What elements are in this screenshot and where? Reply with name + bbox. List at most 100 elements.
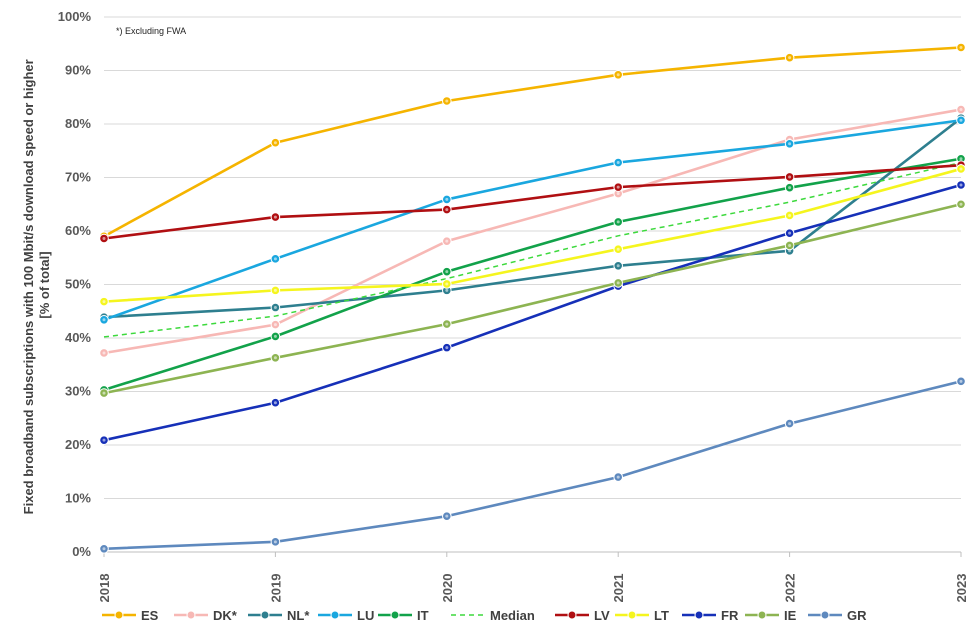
data-point-highlight (445, 208, 449, 212)
legend-item-fr: FR (682, 608, 739, 623)
legend-item-nl: NL* (248, 608, 310, 623)
y-axis-title-line-1: Fixed broadband subscriptions with 100 M… (21, 59, 36, 514)
legend-marker (114, 610, 124, 620)
legend-label: Median (490, 608, 535, 623)
data-point-highlight (616, 161, 620, 165)
legend-label: IT (417, 608, 429, 623)
legend-label: FR (721, 608, 739, 623)
data-point-highlight (102, 391, 106, 395)
data-point-highlight (273, 334, 277, 338)
legend-marker (390, 610, 400, 620)
data-point-highlight (959, 379, 963, 383)
series-median (103, 161, 962, 338)
series-it (99, 153, 966, 395)
data-point-highlight (959, 202, 963, 206)
legend: ES DK* NL* LU IT Median LV LT FR IE GR (102, 608, 867, 623)
data-point-highlight (102, 236, 106, 240)
series-line-lt (103, 167, 962, 303)
data-point-highlight (616, 73, 620, 77)
data-point-highlight (445, 322, 449, 326)
chart-note: *) Excluding FWA (116, 26, 186, 36)
series-fr (99, 180, 966, 445)
legend-item-ie: IE (745, 608, 797, 623)
y-tick-label: 10% (65, 491, 91, 506)
series-line-dk (103, 108, 962, 355)
legend-item-es: ES (102, 608, 159, 623)
data-point-highlight (102, 351, 106, 355)
legend-item-lv: LV (555, 608, 610, 623)
y-tick-label: 60% (65, 223, 91, 238)
legend-marker (567, 610, 577, 620)
legend-marker (186, 610, 196, 620)
data-point-highlight (788, 231, 792, 235)
data-point-highlight (273, 356, 277, 360)
x-tick-label: 2021 (611, 574, 626, 603)
data-point-highlight (788, 175, 792, 179)
data-point-highlight (102, 318, 106, 322)
series-line-it (103, 157, 962, 392)
legend-item-lt: LT (615, 608, 669, 623)
data-point-highlight (445, 282, 449, 286)
legend-label: GR (847, 608, 867, 623)
data-point-highlight (445, 270, 449, 274)
series-line-lv (103, 163, 962, 240)
data-point-highlight (273, 141, 277, 145)
data-point-highlight (616, 281, 620, 285)
legend-marker (330, 610, 340, 620)
data-point-highlight (273, 306, 277, 310)
series-dk (99, 104, 966, 358)
series-line-lu (103, 118, 962, 322)
series-line-fr (103, 183, 962, 442)
data-point-highlight (959, 183, 963, 187)
legend-label: LV (594, 608, 610, 623)
data-point-highlight (445, 288, 449, 292)
grid-lines (104, 16, 961, 553)
data-point-highlight (273, 401, 277, 405)
y-tick-label: 80% (65, 116, 91, 131)
data-point-highlight (273, 257, 277, 261)
x-tick-label: 2022 (783, 574, 798, 603)
y-axis-title-line-2: [% of total] (37, 251, 52, 318)
legend-label: IE (784, 608, 797, 623)
y-tick-label: 40% (65, 330, 91, 345)
data-point-highlight (102, 300, 106, 304)
x-axis-ticks: 2018 2019 2020 2021 2022 2023 (97, 552, 969, 602)
legend-marker (820, 610, 830, 620)
data-point-highlight (788, 186, 792, 190)
data-point-highlight (616, 185, 620, 189)
data-point-highlight (616, 475, 620, 479)
x-tick-label: 2018 (97, 574, 112, 603)
data-point-highlight (788, 422, 792, 426)
x-tick-label: 2020 (440, 574, 455, 603)
legend-item-it: IT (378, 608, 429, 623)
legend-label: ES (141, 608, 159, 623)
series-line-nl (103, 117, 962, 319)
series-gr (99, 376, 966, 554)
data-point-highlight (959, 157, 963, 161)
y-tick-label: 0% (72, 544, 91, 559)
y-tick-label: 100% (58, 9, 92, 24)
legend-marker (260, 610, 270, 620)
y-tick-label: 90% (65, 63, 91, 78)
series-line-ie (103, 202, 962, 395)
data-point-highlight (445, 99, 449, 103)
y-axis-ticks: 0% 10% 20% 30% 40% 50% 60% 70% 80% 90% 100% (58, 9, 92, 559)
data-point-highlight (102, 438, 106, 442)
legend-label: LU (357, 608, 374, 623)
data-point-highlight (959, 108, 963, 112)
data-point-highlight (788, 243, 792, 247)
legend-item-dk: DK* (174, 608, 238, 623)
legend-marker (627, 610, 637, 620)
data-point-highlight (616, 264, 620, 268)
data-point-highlight (788, 213, 792, 217)
data-point-highlight (273, 323, 277, 327)
data-point-highlight (959, 167, 963, 171)
data-point-highlight (445, 197, 449, 201)
data-point-highlight (445, 514, 449, 518)
data-point-highlight (788, 142, 792, 146)
data-point-highlight (788, 56, 792, 60)
series-ie (99, 199, 966, 398)
y-tick-label: 20% (65, 437, 91, 452)
data-point-highlight (959, 118, 963, 122)
